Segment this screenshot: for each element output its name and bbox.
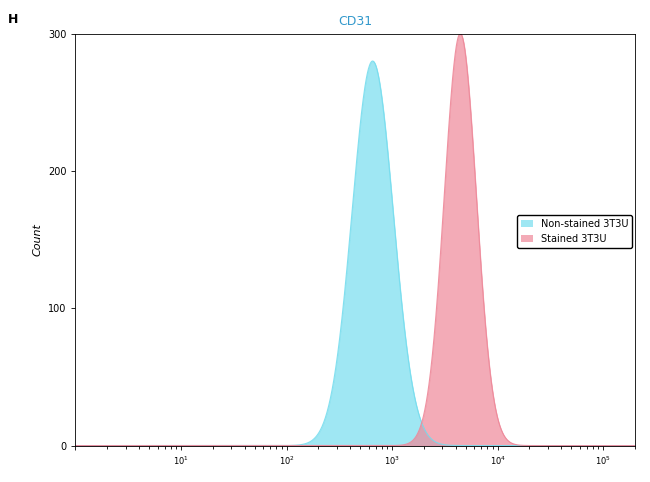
Text: H: H	[8, 13, 19, 26]
Title: CD31: CD31	[338, 15, 372, 28]
Legend: Non-stained 3T3U, Stained 3T3U: Non-stained 3T3U, Stained 3T3U	[517, 215, 632, 248]
Y-axis label: Count: Count	[32, 223, 42, 256]
